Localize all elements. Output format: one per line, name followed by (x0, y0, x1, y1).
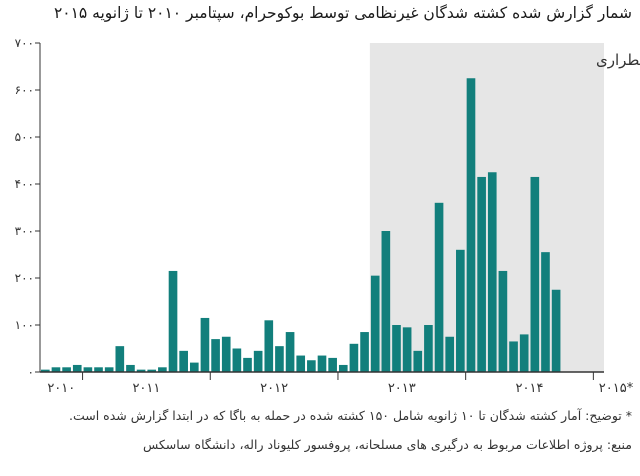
bar-2013-07 (402, 327, 412, 372)
emergency-label: وضعیت اضطراری (596, 51, 640, 69)
bar-2014-06 (519, 334, 529, 372)
bar-2012-07 (275, 346, 284, 372)
bar-2012-06 (264, 320, 274, 372)
bar-2013-12 (456, 249, 465, 372)
bar-2012-05 (253, 350, 263, 372)
bar-2013-02 (349, 343, 359, 372)
bar-2012-08 (285, 332, 295, 372)
bar-2014-08 (541, 252, 550, 372)
x-year-label: ۲۰۱۲ (260, 381, 288, 396)
bar-2014-02 (477, 176, 486, 372)
bar-2011-12 (200, 317, 210, 372)
bar-2011-09 (168, 270, 178, 372)
bar-2012-09 (296, 355, 306, 372)
bar-2011-03 (104, 367, 114, 372)
y-tick-label: ۵۰۰ (15, 130, 34, 144)
bar-2012-03 (232, 348, 242, 372)
y-tick-label: ۰ (28, 365, 34, 379)
x-year-label: ۲۰۱۴ (516, 381, 544, 396)
bar-2011-02 (94, 367, 103, 372)
bar-2013-03 (360, 332, 369, 372)
bar-2014-01 (466, 78, 476, 372)
bar-2011-08 (158, 367, 167, 372)
emergency-shaded-region (369, 43, 604, 372)
y-tick-label: ۱۰۰ (15, 318, 34, 332)
bar-2013-10 (434, 202, 444, 372)
x-year-label: ۲۰۱۱ (132, 381, 160, 396)
bar-2012-01 (211, 339, 220, 372)
bar-2014-04 (498, 270, 508, 372)
bar-2013-11 (445, 336, 455, 372)
y-tick-label: ۶۰۰ (15, 83, 34, 97)
bar-2014-03 (487, 172, 497, 372)
bar-2012-12 (328, 357, 337, 372)
bar-2013-04 (370, 275, 380, 372)
bar-2012-11 (317, 355, 327, 372)
bar-2011-01 (83, 367, 93, 372)
x-year-label: ۲۰۱۰ (47, 381, 75, 396)
bar-2014-07 (530, 176, 540, 372)
bar-2010-10 (51, 367, 61, 372)
bar-2013-05 (381, 231, 391, 372)
bar-2011-04 (115, 346, 125, 372)
bar-2014-09 (551, 289, 561, 372)
chart-footnote: * توضیح: آمار کشته شدگان تا ۱۰ ژانویه شا… (68, 408, 632, 423)
bar-2010-09 (41, 369, 50, 372)
bar-2011-07 (147, 369, 157, 372)
bar-2012-10 (307, 360, 316, 372)
bar-2013-08 (413, 350, 423, 372)
y-tick-label: ۷۰۰ (15, 36, 34, 50)
x-year-label: ۲۰۱۵* (599, 381, 634, 396)
x-year-label: ۲۰۱۳ (388, 381, 416, 396)
bar-2011-06 (136, 369, 146, 372)
bar-2014-05 (509, 341, 518, 372)
bar-2011-05 (126, 364, 135, 372)
bar-2010-11 (62, 367, 71, 372)
y-tick-label: ۲۰۰ (15, 271, 34, 285)
bar-2012-02 (221, 336, 231, 372)
bar-2013-06 (392, 325, 401, 372)
chart-source: منبع: پروژه اطلاعات مربوط به درگیری های … (142, 437, 632, 452)
bar-2013-01 (338, 364, 348, 372)
y-tick-label: ۴۰۰ (15, 177, 34, 191)
bar-2010-12 (72, 364, 82, 372)
bar-2011-10 (179, 350, 188, 372)
chart-title: شمار گزارش شده کشته شدگان غیرنظامی توسط … (53, 4, 632, 22)
bar-2013-09 (424, 325, 433, 372)
y-tick-label: ۳۰۰ (15, 224, 34, 238)
bar-2012-04 (243, 357, 252, 372)
bar-2011-11 (189, 362, 199, 372)
